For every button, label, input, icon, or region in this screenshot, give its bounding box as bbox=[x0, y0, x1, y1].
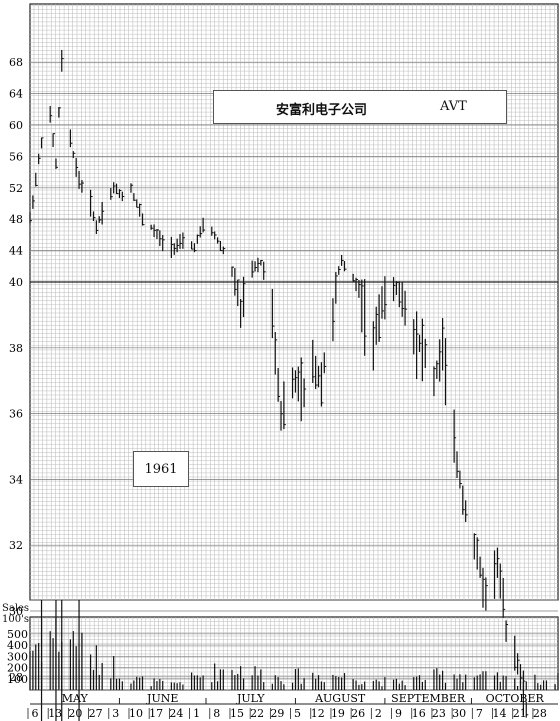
price-tick-label: 52 bbox=[9, 182, 23, 195]
week-label: 23 bbox=[432, 707, 446, 720]
week-label: 10 bbox=[129, 707, 143, 720]
month-label: JULY bbox=[236, 692, 265, 705]
week-label: 14 bbox=[493, 707, 507, 720]
volume-panel bbox=[29, 616, 559, 691]
price-tick-label: 64 bbox=[9, 88, 23, 101]
volume-tick-label: 300 bbox=[7, 650, 28, 663]
price-tick-label: 32 bbox=[9, 539, 23, 552]
month-label: JUNE bbox=[146, 692, 178, 705]
week-label: 17 bbox=[149, 707, 163, 720]
week-label: 7 bbox=[476, 707, 483, 720]
month-label: SEPTEMBER bbox=[391, 692, 466, 705]
sales-label-line1: Sales bbox=[2, 603, 30, 614]
week-label: 13 bbox=[48, 707, 62, 720]
price-tick-label: 60 bbox=[9, 119, 23, 132]
price-tick-label: 68 bbox=[9, 56, 23, 69]
week-label: 22 bbox=[250, 707, 264, 720]
price-tick-label: 38 bbox=[9, 342, 23, 355]
price-tick-label: 44 bbox=[9, 245, 23, 258]
month-label: AUGUST bbox=[314, 692, 366, 705]
week-label: 8 bbox=[213, 707, 220, 720]
week-label: 6 bbox=[32, 707, 39, 720]
year-label-box: 1961 bbox=[133, 451, 189, 487]
price-tick-label: 34 bbox=[9, 473, 23, 486]
week-label: 15 bbox=[230, 707, 244, 720]
week-label: 26 bbox=[351, 707, 365, 720]
price-tick-label: 30 bbox=[9, 605, 23, 618]
week-label: 5 bbox=[294, 707, 301, 720]
price-tick-label: 56 bbox=[9, 150, 23, 163]
year-label: 1961 bbox=[144, 461, 178, 477]
sales-label-line2: 100's bbox=[2, 614, 29, 625]
chart-title-box: 安富利电子公司 AVT bbox=[213, 90, 507, 124]
ticker-symbol: AVT bbox=[440, 99, 467, 114]
week-label: 20 bbox=[68, 707, 82, 720]
price-tick-label: 28 bbox=[9, 671, 23, 684]
week-label: 29 bbox=[270, 707, 284, 720]
week-label: 27 bbox=[89, 707, 103, 720]
month-label: MAY bbox=[62, 692, 89, 705]
week-label: 28 bbox=[533, 707, 547, 720]
week-label: 9 bbox=[395, 707, 402, 720]
sales-axis-label: Sales 100's bbox=[2, 603, 29, 625]
week-label: 2 bbox=[375, 707, 382, 720]
week-label: 3 bbox=[112, 707, 119, 720]
week-label: 24 bbox=[169, 707, 183, 720]
price-tick-label: 40 bbox=[9, 276, 23, 289]
volume-tick-label: 500 bbox=[7, 628, 28, 641]
week-label: 1 bbox=[193, 707, 200, 720]
volume-tick-label: 100 bbox=[7, 673, 28, 686]
week-label: 16 bbox=[412, 707, 426, 720]
week-label: 12 bbox=[311, 707, 325, 720]
volume-tick-label: 400 bbox=[7, 639, 28, 652]
volume-tick-label: 200 bbox=[7, 662, 28, 675]
week-label: 30 bbox=[452, 707, 466, 720]
week-label: 21 bbox=[513, 707, 527, 720]
company-name: 安富利电子公司 bbox=[276, 103, 368, 118]
month-label: OCTOBER bbox=[486, 692, 545, 705]
price-tick-label: 48 bbox=[9, 213, 23, 226]
price-tick-label: 36 bbox=[9, 408, 23, 421]
week-label: 19 bbox=[331, 707, 345, 720]
